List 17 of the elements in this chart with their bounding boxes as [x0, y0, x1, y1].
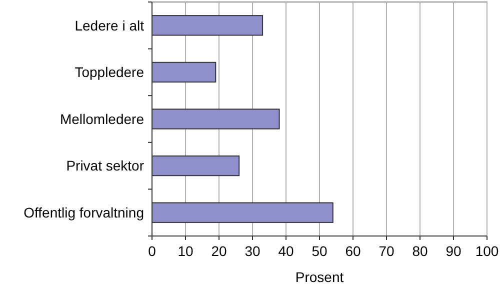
x-tick-label: 40	[278, 243, 294, 259]
y-tick-label: Toppledere	[74, 64, 144, 80]
y-tick-label: Ledere i alt	[74, 17, 144, 34]
x-tick-label: 90	[446, 243, 462, 259]
y-tick-label: Offentlig forvaltning	[24, 204, 144, 220]
x-tick-label: 80	[412, 243, 428, 259]
x-tick-label: 70	[378, 243, 394, 259]
x-tick-label: 10	[178, 243, 194, 259]
x-tick-label: 60	[345, 243, 361, 259]
x-tick-label: 0	[148, 243, 156, 259]
x-tick-label: 100	[475, 243, 499, 259]
x-axis-title: Prosent	[295, 269, 344, 285]
x-tick-label: 50	[312, 243, 328, 259]
x-tick-label: 20	[211, 243, 227, 259]
x-tick-label: 30	[244, 243, 260, 259]
y-tick-label: Mellomledere	[60, 110, 144, 127]
y-tick-label: Privat sektor	[66, 158, 144, 174]
